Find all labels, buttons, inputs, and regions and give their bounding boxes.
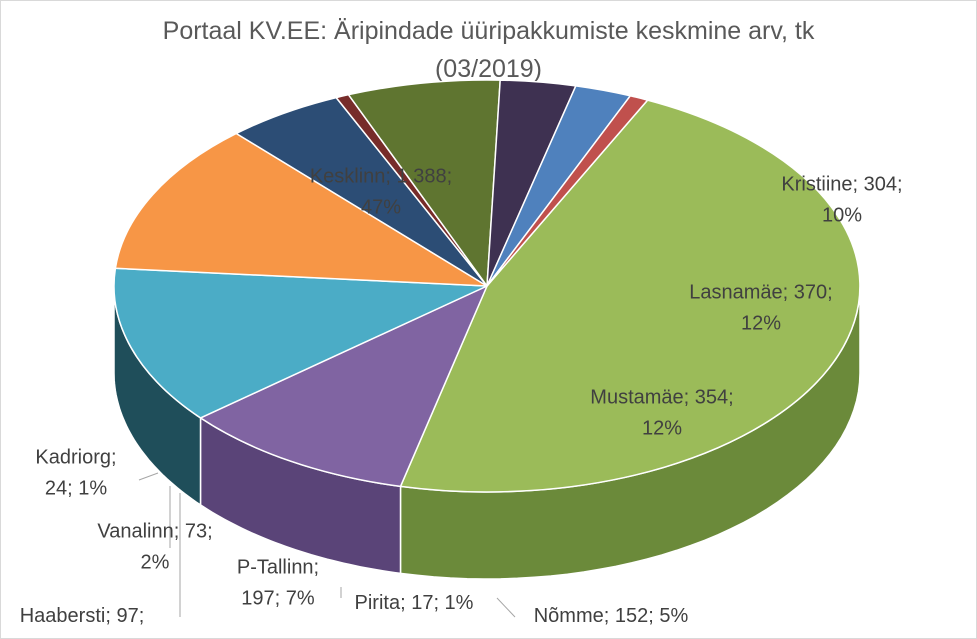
data-label-vanalinn: Vanalinn; 73; 2%: [97, 521, 212, 574]
data-label-kristiine: Kristiine; 304; 10%: [781, 174, 902, 227]
leader-line-kadriorg: [138, 472, 159, 481]
pie-slice-p-tallinn: [347, 79, 501, 287]
pie-slice-mustamäe: [114, 132, 488, 287]
pie-leader-lines: [138, 472, 516, 618]
chart-title-text: Portaal KV.EE: Äripindade üüripakkumiste…: [162, 17, 815, 45]
data-label-haabersti: Haabersti; 97;: [20, 605, 145, 627]
data-label-p-tallinn: P-Tallinn; 197; 7%: [237, 557, 319, 610]
chart-subtitle-text: (03/2019): [434, 55, 543, 83]
data-label-pirita: Pirita; 17; 1%: [355, 592, 474, 614]
data-label-lasnamäe: Lasnamäe; 370; 12%: [689, 282, 832, 335]
pie-top-faces: [113, 79, 861, 493]
chart-title: Portaal KV.EE: Äripindade üüripakkumiste…: [0, 12, 977, 88]
data-label-mustamäe: Mustamäe; 354; 12%: [590, 387, 733, 440]
data-label-nõmme: Nõmme; 152; 5%: [534, 605, 689, 627]
pie-slice-kadriorg: [486, 95, 649, 287]
data-label-kesklinn: Kesklinn; 1 388; 47%: [310, 166, 452, 219]
pie-slice-kesklinn: [399, 99, 861, 493]
pie-slice-lasnamäe: [113, 267, 488, 419]
pie-labels: Kesklinn; 1 388; 47% Kristiine; 304; 10% Las…: [20, 166, 903, 628]
data-label-kadriorg: Kadriorg; 24; 1%: [35, 447, 116, 500]
leader-line-nõmme: [496, 597, 516, 618]
pie-slice-kristiine: [199, 285, 488, 488]
